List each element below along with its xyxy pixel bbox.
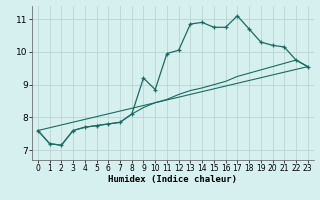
- X-axis label: Humidex (Indice chaleur): Humidex (Indice chaleur): [108, 175, 237, 184]
